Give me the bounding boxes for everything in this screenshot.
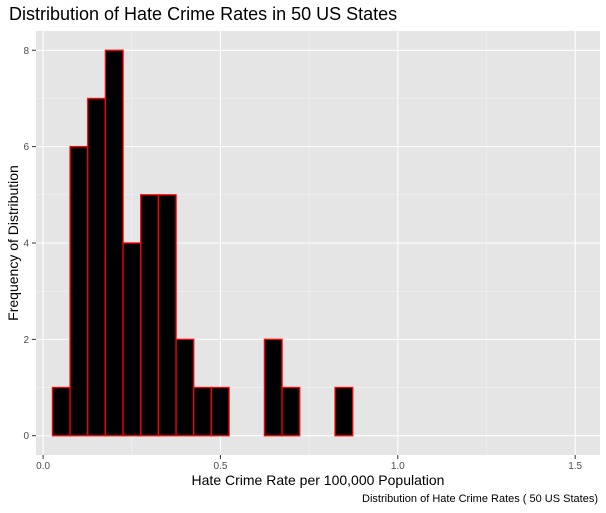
histogram-bar <box>175 338 195 437</box>
x-tick-label: 0.0 <box>36 461 50 472</box>
y-tick-label: 8 <box>23 46 29 57</box>
histogram-bar <box>334 386 354 437</box>
major-gridlines <box>36 31 600 455</box>
histogram-bar <box>140 194 160 437</box>
y-tick-label: 0 <box>23 431 29 442</box>
y-axis: 0 2 4 6 8 <box>23 46 36 442</box>
histogram-bar <box>210 386 230 437</box>
histogram-bar <box>104 49 124 437</box>
histogram-bar <box>122 242 142 437</box>
x-axis-title: Hate Crime Rate per 100,000 Population <box>192 472 445 488</box>
histogram-bar <box>281 386 301 437</box>
y-tick-label: 4 <box>23 239 29 250</box>
y-tick-label: 2 <box>23 335 29 346</box>
histogram-bar <box>263 338 283 437</box>
chart-caption: Distribution of Hate Crime Rates ( 50 US… <box>362 493 598 505</box>
histogram-bar <box>193 386 213 437</box>
x-tick-label: 0.5 <box>213 461 227 472</box>
histogram-bar <box>69 145 89 437</box>
chart-title: Distribution of Hate Crime Rates in 50 U… <box>9 4 398 24</box>
histogram-bar <box>87 97 107 437</box>
histogram-bar <box>157 194 177 437</box>
histogram-bar <box>51 386 71 437</box>
x-tick-label: 1.0 <box>391 461 405 472</box>
x-axis: 0.0 0.5 1.0 1.5 <box>36 455 583 472</box>
y-axis-title: Frequency of Distribution <box>5 165 21 321</box>
y-tick-label: 6 <box>23 142 29 153</box>
histogram-bars <box>51 49 354 437</box>
x-tick-label: 1.5 <box>568 461 582 472</box>
